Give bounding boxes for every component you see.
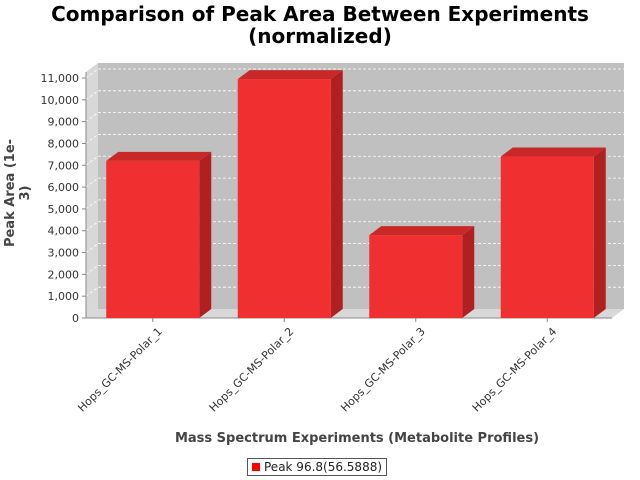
y-tick-label: 6,000 (48, 181, 80, 194)
y-tick-label: 3,000 (48, 247, 80, 260)
y-tick-label: 5,000 (48, 203, 80, 216)
gridline (85, 221, 99, 232)
bar (106, 160, 200, 318)
gridline (85, 177, 99, 188)
plot-side-wall (86, 63, 98, 318)
gridline (85, 155, 99, 166)
bar-top (237, 70, 343, 80)
y-axis-label: Peak Area (1e-3) (3, 138, 33, 248)
bar-top (106, 151, 212, 161)
gridline (85, 90, 99, 101)
bar-top (369, 226, 475, 236)
gridline (85, 265, 99, 275)
legend-label: Peak 96.8(56.5888) (264, 460, 383, 474)
x-tick-label: Hops_GC-MS-Polar_3 (338, 325, 428, 415)
x-tick-label: Hops_GC-MS-Polar_4 (470, 325, 560, 415)
x-tick-label: Hops_GC-MS-Polar_2 (207, 325, 297, 415)
y-tick-label: 10,000 (41, 94, 80, 107)
bar-side (330, 70, 343, 318)
bar (237, 79, 331, 318)
y-tick-label: 7,000 (48, 159, 80, 172)
y-tick-label: 0 (72, 312, 79, 325)
gridline (85, 243, 99, 253)
x-axis-label: Mass Spectrum Experiments (Metabolite Pr… (174, 431, 540, 446)
bar-side (462, 226, 475, 318)
y-tick-label: 4,000 (48, 225, 80, 238)
bar-top (500, 147, 606, 157)
gridline (85, 286, 99, 297)
gridline (85, 68, 99, 79)
plot-floor (86, 309, 624, 318)
legend-swatch (252, 463, 260, 471)
bar (500, 156, 594, 318)
legend: Peak 96.8(56.5888) (247, 458, 388, 476)
bar (369, 235, 463, 318)
y-tick-label: 11,000 (41, 72, 80, 85)
gridline (85, 112, 99, 122)
x-tick-label: Hops_GC-MS-Polar_1 (75, 325, 165, 415)
gridline (85, 134, 99, 144)
chart-title-line-1: Comparison of Peak Area Between Experime… (51, 2, 589, 26)
y-tick-label: 2,000 (48, 268, 80, 281)
y-tick-label: 9,000 (48, 116, 80, 129)
gridline (85, 199, 99, 210)
y-tick-label: 8,000 (48, 137, 80, 150)
bar-side (199, 151, 212, 318)
y-tick-label: 1,000 (48, 290, 80, 303)
bar-side (593, 147, 606, 318)
plot-background (98, 63, 624, 309)
chart-title-line-2: (normalized) (248, 24, 392, 48)
